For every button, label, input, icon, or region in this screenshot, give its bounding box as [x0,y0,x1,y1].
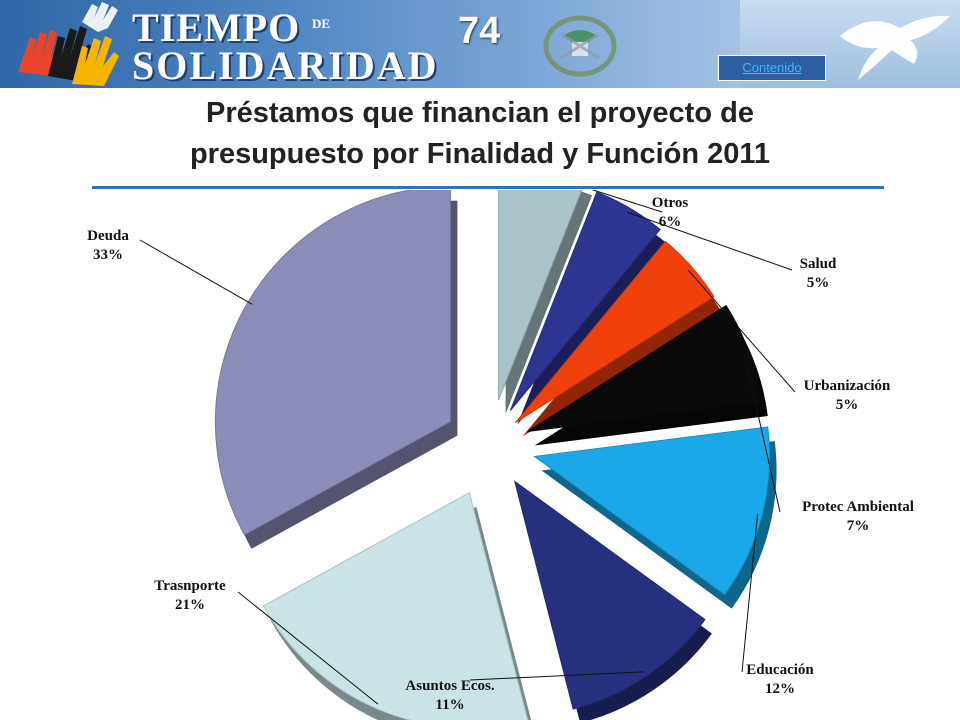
slice-label-trasnporte: Trasnporte [154,578,226,594]
slice-label-otros: Otros [652,195,689,211]
leader-line-protec-ambiental [743,353,781,513]
title-line-2: presupuesto por Finalidad y Función 2011 [189,138,771,170]
leader-line-otros [591,190,663,213]
slice-value-urbanización: 5% [836,397,859,413]
slide-number: 74 [458,10,501,52]
slice-asuntos-ecos [513,480,706,710]
leader-line-educación [741,513,759,673]
slice-educación [533,426,771,596]
leader-line-asuntos-ecos [469,671,645,681]
slice-label-protec-ambiental: Protec Ambiental [802,499,914,515]
slice-value-educación: 12% [765,681,795,697]
header-banner: TIEMPO DE SOLIDARIDAD 74 Contenido [0,0,960,88]
slice-value-salud: 5% [807,275,830,291]
logo-text-line2: SOLIDARIDAD [132,43,439,88]
title-divider [92,186,884,189]
contenido-link[interactable]: Contenido [718,55,826,81]
slice-label-deuda: Deuda [87,228,129,244]
slice-label-salud: Salud [800,256,837,272]
slice-deuda [214,190,451,536]
dove-icon [840,15,950,80]
slice-label-asuntos-ecos: Asuntos Ecos. [405,678,494,694]
slice-otros [498,190,583,400]
slice-trasnporte [262,491,529,720]
page-title: Préstamos que financian el proyecto de p… [60,93,900,175]
slice-value-deuda: 33% [93,247,123,263]
slice-value-asuntos-ecos: 11% [435,697,464,713]
title-line-1: Préstamos que financian el proyecto de [206,97,754,129]
hands-logo-icon [18,2,119,86]
slice-label-urbanización: Urbanización [804,378,891,394]
slice-label-educación: Educación [746,662,814,678]
leader-line-salud [627,211,793,271]
slice-protec-ambiental [527,304,762,432]
slice-value-otros: 6% [659,214,682,230]
slice-value-protec-ambiental: 7% [847,518,870,534]
leader-line-urbanización [687,269,796,393]
logo-text-line1: TIEMPO [132,5,301,50]
pie-chart: Otros 6% Salud 5% Urbanización 5% Protec Ambie… [87,190,914,720]
leader-line-deuda [139,239,253,305]
slice-value-trasnporte: 21% [175,597,205,613]
coat-of-arms-icon [543,15,617,77]
slice-urbanización [515,240,715,423]
slice-salud [509,191,661,411]
logo-text-de: DE [312,16,331,31]
leader-line-trasnporte [237,591,379,705]
